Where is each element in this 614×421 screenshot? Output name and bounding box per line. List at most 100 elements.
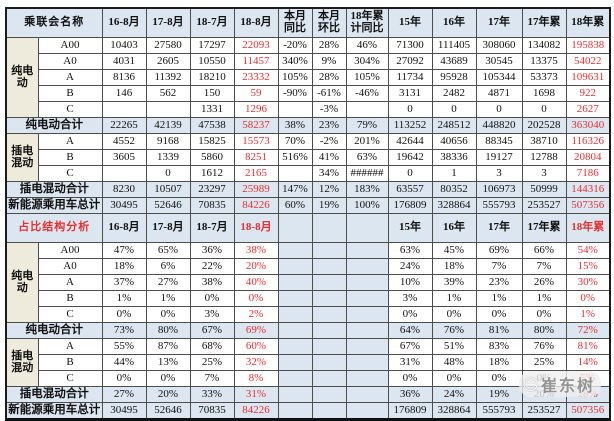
total-row: 新能源乘用车总计 30495 52646 70835 84226 60% 19% 100% 17… [5, 197, 611, 214]
group-label: 纯电动 [5, 37, 39, 118]
data-row: 插电混动 A 55% 87% 68% 60% 67% 51% 83% 76% 81% [5, 338, 611, 387]
data-cell: 30545 [475, 53, 523, 70]
data-cell: 66% [521, 242, 567, 259]
data-cell [345, 370, 389, 387]
data-cell: 55% [101, 338, 147, 355]
data-cell: 105344 [475, 69, 523, 86]
data-cell [277, 338, 313, 355]
column-header: 16年 [431, 213, 477, 243]
column-header: 17年累 [521, 213, 567, 243]
data-cell: 6% [145, 258, 191, 275]
data-cell: 1612 [189, 165, 235, 182]
data-cell: 19% [311, 197, 347, 214]
data-cell [311, 306, 347, 323]
data-cell: 69% [233, 322, 279, 339]
data-cell [101, 165, 147, 182]
data-cell [345, 322, 389, 339]
data-cell: 0 [521, 101, 567, 118]
column-header: 17-8月 [145, 213, 191, 243]
data-cell: -3% [311, 101, 347, 118]
data-cell: 3605 [101, 149, 147, 166]
data-cell: 176809 [387, 197, 433, 214]
data-cell: 60% [233, 338, 279, 355]
total-row: 插电混动合计 27% 20% 33% 31% 36% 24% 19% 20% 28% [5, 386, 611, 403]
column-header: 17年累 [521, 7, 567, 38]
data-cell: 18% [475, 354, 523, 371]
data-cell: 80352 [431, 181, 477, 198]
data-cell: 507356 [565, 197, 611, 214]
data-cell: 3 [475, 165, 523, 182]
column-header: 16-8月 [101, 213, 147, 243]
data-cell: 63% [345, 149, 389, 166]
column-header: 18-7月 [189, 213, 235, 243]
row-label: A00 [37, 37, 103, 54]
data-cell: 71300 [387, 37, 433, 54]
data-cell: 25% [189, 354, 235, 371]
data-cell: 8251 [233, 149, 279, 166]
data-cell: 15825 [189, 133, 235, 150]
data-cell [277, 101, 313, 118]
data-cell: 2605 [145, 53, 191, 70]
data-cell: 4871 [475, 85, 523, 102]
column-header: 17年 [475, 7, 523, 38]
data-cell [277, 290, 313, 307]
data-cell: 24% [387, 258, 433, 275]
data-cell [311, 322, 347, 339]
data-cell: 30% [565, 274, 611, 291]
column-header: 18-8月 [233, 7, 279, 38]
data-row: C 0% 0% 7% 8% 0% 0% 0% 0% 5% [6, 370, 611, 387]
data-cell: 3% [189, 306, 235, 323]
data-cell: 28% [311, 69, 347, 86]
data-cell: 0% [387, 306, 433, 323]
data-cell: 1331 [189, 101, 235, 118]
data-cell: 73% [101, 322, 147, 339]
data-cell: 11734 [387, 69, 433, 86]
data-cell [277, 274, 313, 291]
data-cell: 248512 [431, 117, 477, 134]
column-header: 本月环比 [311, 7, 347, 38]
data-cell: 146 [101, 85, 147, 102]
data-row: 纯电动 A00 47% 65% 36% 38% 63% 45% 69% 66% 54% [5, 242, 611, 323]
total-label: 纯电动合计 [5, 322, 103, 339]
data-cell: 0% [387, 370, 433, 387]
total-label: 新能源乘用车总计 [5, 197, 103, 214]
column-header: 17年 [475, 213, 523, 243]
total-label: 纯电动合计 [5, 117, 103, 134]
data-cell: -2% [311, 133, 347, 150]
section-title: 乘联会名称 [5, 7, 103, 38]
data-cell: 53373 [521, 69, 567, 86]
data-cell: 87% [145, 338, 191, 355]
data-row: B 3605 1339 5860 8251 516% 41% 63% 19642 38336 191… [6, 149, 611, 166]
data-cell: 33% [189, 386, 235, 403]
data-cell: 0 [431, 101, 477, 118]
data-cell: 25989 [233, 181, 279, 198]
data-cell: 81% [565, 338, 611, 355]
data-cell: 38% [233, 242, 279, 259]
data-cell: 253527 [521, 197, 567, 214]
data-cell: 67% [387, 338, 433, 355]
total-label: 插电混动合计 [5, 386, 103, 403]
data-cell: 64% [387, 322, 433, 339]
data-cell: 79% [345, 117, 389, 134]
data-cell: 12788 [521, 149, 567, 166]
data-cell: 63% [387, 242, 433, 259]
data-cell: 328864 [431, 197, 477, 214]
data-cell: 13% [145, 354, 191, 371]
row-label: B [37, 85, 103, 102]
data-cell [345, 338, 389, 355]
data-cell [277, 322, 313, 339]
data-cell: 23% [475, 274, 523, 291]
data-cell: 31% [387, 354, 433, 371]
data-cell [311, 242, 347, 259]
data-cell [145, 101, 191, 118]
row-label: A [37, 133, 103, 150]
column-header: 18年累 [565, 7, 611, 38]
column-header: 16-8月 [101, 7, 147, 38]
data-cell [311, 258, 347, 275]
data-cell: 328864 [431, 402, 477, 420]
data-cell: 1339 [145, 149, 191, 166]
data-cell [277, 354, 313, 371]
data-cell: 70% [277, 133, 313, 150]
data-cell: 34% [311, 165, 347, 182]
column-header: 18年累计同比 [345, 7, 389, 38]
